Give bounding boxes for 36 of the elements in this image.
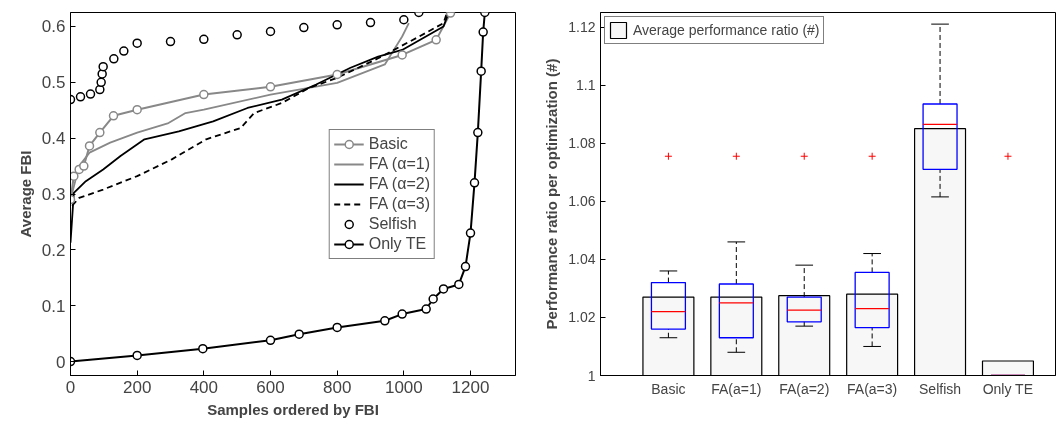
legend-label: FA (α=1) <box>368 154 430 173</box>
y-tick-label: 0.1 <box>41 296 66 316</box>
x-tick-label: Only TE <box>982 380 1033 397</box>
y-tick-label: 1.1 <box>576 77 596 94</box>
y-tick-label: 0.5 <box>41 73 66 93</box>
x-axis-title: Samples ordered by FBI <box>207 400 379 418</box>
x-tick-label: Basic <box>651 380 686 397</box>
y-tick-label: 1 <box>587 367 596 384</box>
y-tick-label: 0.4 <box>41 129 66 149</box>
y-tick-label: 0.3 <box>41 185 66 204</box>
legend-label: FA (α=3) <box>368 194 430 213</box>
x-tick-label: FA(a=3) <box>847 380 898 397</box>
x-tick-label: FA(a=2) <box>779 380 830 397</box>
x-tick-label: 800 <box>322 377 352 397</box>
y-axis-title: Performance ratio per optimization (#) <box>543 58 561 330</box>
y-tick-label: 1.02 <box>568 309 596 326</box>
legend-label: Basic <box>368 134 408 153</box>
y-tick-label: 0 <box>56 352 66 372</box>
y-tick-label: 1.06 <box>568 193 596 210</box>
x-tick-label: 1000 <box>384 377 423 397</box>
x-tick-label: 600 <box>256 377 285 397</box>
y-axis-title: Average FBI <box>16 150 34 238</box>
x-tick-label: FA(a=1) <box>711 380 762 397</box>
y-tick-label: 1.08 <box>568 135 596 152</box>
legend-label: Selfish <box>368 214 417 233</box>
x-tick-label: 200 <box>122 377 152 397</box>
legend-label: Average performance ratio (#) <box>633 22 820 38</box>
legend-label: Only TE <box>368 234 427 253</box>
y-tick-label: 1.04 <box>568 251 596 268</box>
x-tick-label: 400 <box>189 377 219 397</box>
x-tick-label: 1200 <box>451 377 490 397</box>
y-tick-label: 0.6 <box>41 17 66 37</box>
y-tick-label: 1.12 <box>568 19 596 36</box>
x-tick-label: Selfish <box>919 380 962 397</box>
y-tick-label: 0.2 <box>41 240 66 260</box>
legend-label: FA (α=2) <box>368 174 430 193</box>
